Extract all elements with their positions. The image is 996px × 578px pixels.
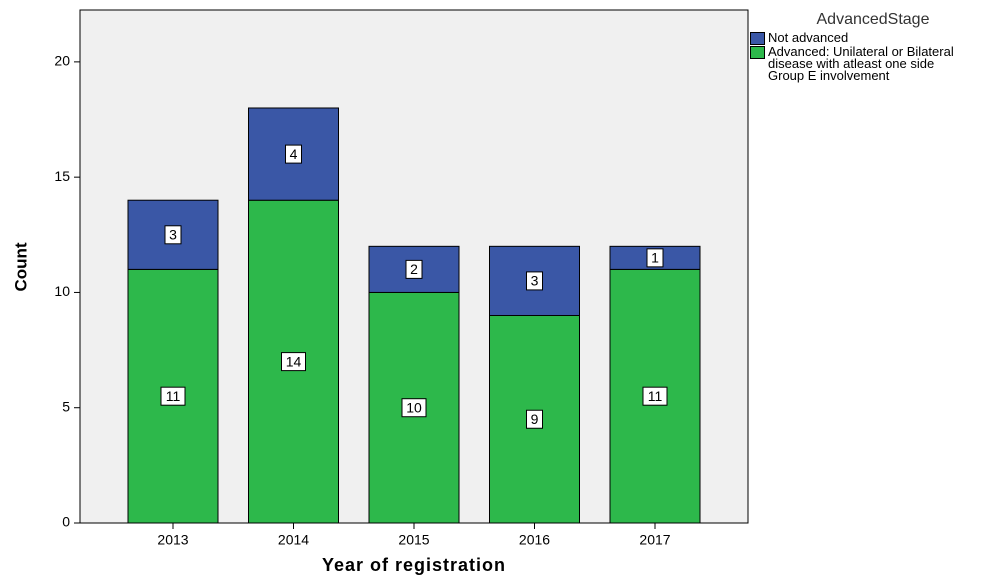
x-tick-label: 2016: [519, 532, 550, 548]
legend-swatch: [750, 46, 765, 59]
value-label: 4: [290, 146, 298, 162]
x-tick-label: 2017: [639, 532, 670, 548]
value-label-box: [405, 259, 423, 279]
legend-label: Not advanced: [768, 30, 849, 45]
value-label-box: [526, 409, 543, 429]
y-tick-label: 20: [54, 53, 70, 69]
value-label-box: [401, 398, 427, 418]
y-tick-label: 15: [54, 168, 70, 184]
value-label-box: [160, 386, 186, 406]
y-tick-label: 0: [62, 514, 70, 530]
value-label-box: [642, 386, 668, 406]
legend-swatch: [750, 32, 765, 45]
x-axis-title: Year of registration: [322, 555, 506, 575]
y-tick-label: 5: [62, 398, 70, 414]
legend-item: Advanced: Unilateral or Bilateral diseas…: [750, 44, 996, 83]
value-label: 1: [651, 250, 659, 266]
value-label-box: [281, 352, 306, 372]
value-label: 3: [169, 227, 177, 243]
x-tick-label: 2015: [398, 532, 429, 548]
x-tick-label: 2014: [278, 532, 309, 548]
x-tick-label: 2013: [157, 532, 188, 548]
value-label-box: [526, 271, 543, 291]
legend: AdvancedStage Not advanced Advanced: Unil…: [750, 11, 996, 83]
value-label: 10: [406, 399, 422, 415]
value-label-box: [285, 144, 302, 164]
y-axis-title: Count: [11, 242, 30, 291]
value-label-box: [646, 248, 664, 268]
legend-item: Not advanced: [750, 30, 996, 45]
legend-label: Advanced: Unilateral or Bilateral diseas…: [768, 44, 954, 83]
value-label: 14: [286, 353, 302, 369]
y-tick-label: 10: [54, 283, 70, 299]
value-label: 11: [166, 388, 181, 404]
value-label: 11: [648, 388, 663, 404]
value-label: 2: [410, 261, 418, 277]
value-label: 3: [531, 273, 539, 289]
legend-title: AdvancedStage: [816, 11, 930, 28]
value-label-box: [164, 225, 182, 245]
value-label: 9: [531, 411, 539, 427]
